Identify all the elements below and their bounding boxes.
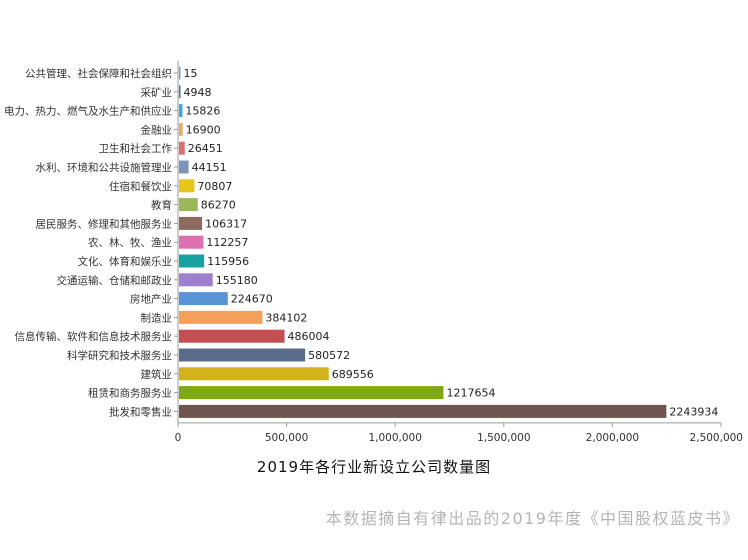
value-label: 70807	[197, 180, 232, 193]
value-label: 2243934	[669, 405, 718, 418]
category-label: 居民服务、修理和其他服务业	[36, 217, 173, 230]
x-tick-label: 500,000	[265, 432, 308, 444]
bar	[179, 310, 263, 324]
category-label: 住宿和餐饮业	[109, 180, 172, 193]
value-label: 16900	[186, 123, 221, 136]
bar	[179, 179, 195, 193]
bar	[179, 104, 183, 118]
bar	[179, 386, 444, 400]
x-tick-label: 0	[175, 432, 182, 444]
bar-chart: 0 500,000 1,000,000 1,500,000 2,000,000 2,500…	[4, 60, 743, 444]
value-label: 155180	[216, 274, 258, 287]
category-label: 水利、环境和公共设施管理业	[36, 161, 173, 174]
category-label: 卫生和社会工作	[99, 142, 173, 155]
bar	[179, 198, 198, 212]
value-label: 689556	[332, 368, 374, 381]
category-label: 信息传输、软件和信息技术服务业	[15, 330, 173, 343]
bar	[179, 367, 329, 381]
category-label: 采矿业	[141, 86, 173, 99]
category-label: 科学研究和技术服务业	[67, 349, 172, 362]
value-label: 26451	[188, 142, 223, 155]
value-label: 15	[184, 67, 198, 80]
x-tick-label: 1,500,000	[477, 432, 530, 444]
value-label: 580572	[308, 349, 350, 362]
category-label: 金融业	[141, 123, 173, 136]
value-label: 44151	[192, 161, 227, 174]
value-label: 112257	[206, 236, 248, 249]
category-label: 教育	[151, 199, 172, 212]
value-label: 384102	[265, 311, 307, 324]
bars	[179, 66, 667, 418]
category-label: 农、林、牧、渔业	[88, 236, 172, 249]
value-label: 86270	[201, 199, 236, 212]
category-label: 文化、体育和娱乐业	[78, 255, 173, 268]
value-label: 115956	[207, 255, 249, 268]
category-label: 房地产业	[130, 293, 172, 306]
category-label: 电力、热力、燃气及水生产和供应业	[4, 105, 172, 118]
bar	[179, 273, 213, 287]
bar	[179, 235, 204, 249]
bar	[179, 85, 181, 99]
bar	[179, 122, 183, 136]
bar	[179, 404, 667, 418]
value-label: 486004	[288, 330, 330, 343]
bar	[179, 329, 285, 343]
labels: 公共管理、社会保障和社会组织 15 采矿业 4948 电力、热力、燃气及水生产和供应业 1…	[4, 67, 718, 418]
x-tick-label: 2,000,000	[586, 432, 639, 444]
category-label: 批发和零售业	[109, 405, 172, 418]
value-label: 4948	[184, 86, 212, 99]
bar	[179, 160, 189, 174]
bar	[179, 66, 181, 80]
axes: 0 500,000 1,000,000 1,500,000 2,000,000 2,500…	[174, 60, 743, 444]
bar	[179, 348, 306, 362]
chart-title: 2019年各行业新设立公司数量图	[256, 458, 492, 476]
category-label: 交通运输、仓储和邮政业	[57, 274, 173, 287]
x-tick-label: 1,000,000	[368, 432, 421, 444]
value-label: 224670	[231, 293, 273, 306]
source-note: 本数据摘自有律出品的2019年度《中国股权蓝皮书》	[325, 509, 740, 528]
bar	[179, 141, 185, 155]
category-label: 公共管理、社会保障和社会组织	[25, 67, 172, 80]
value-label: 15826	[185, 105, 220, 118]
bar	[179, 254, 205, 268]
x-tick-label: 2,500,000	[690, 432, 743, 444]
category-label: 建筑业	[141, 368, 173, 381]
value-label: 1217654	[446, 387, 495, 400]
value-label: 106317	[205, 217, 247, 230]
bar	[179, 292, 228, 306]
bar	[179, 216, 203, 230]
category-label: 租赁和商务服务业	[88, 387, 172, 400]
category-label: 制造业	[141, 311, 173, 324]
